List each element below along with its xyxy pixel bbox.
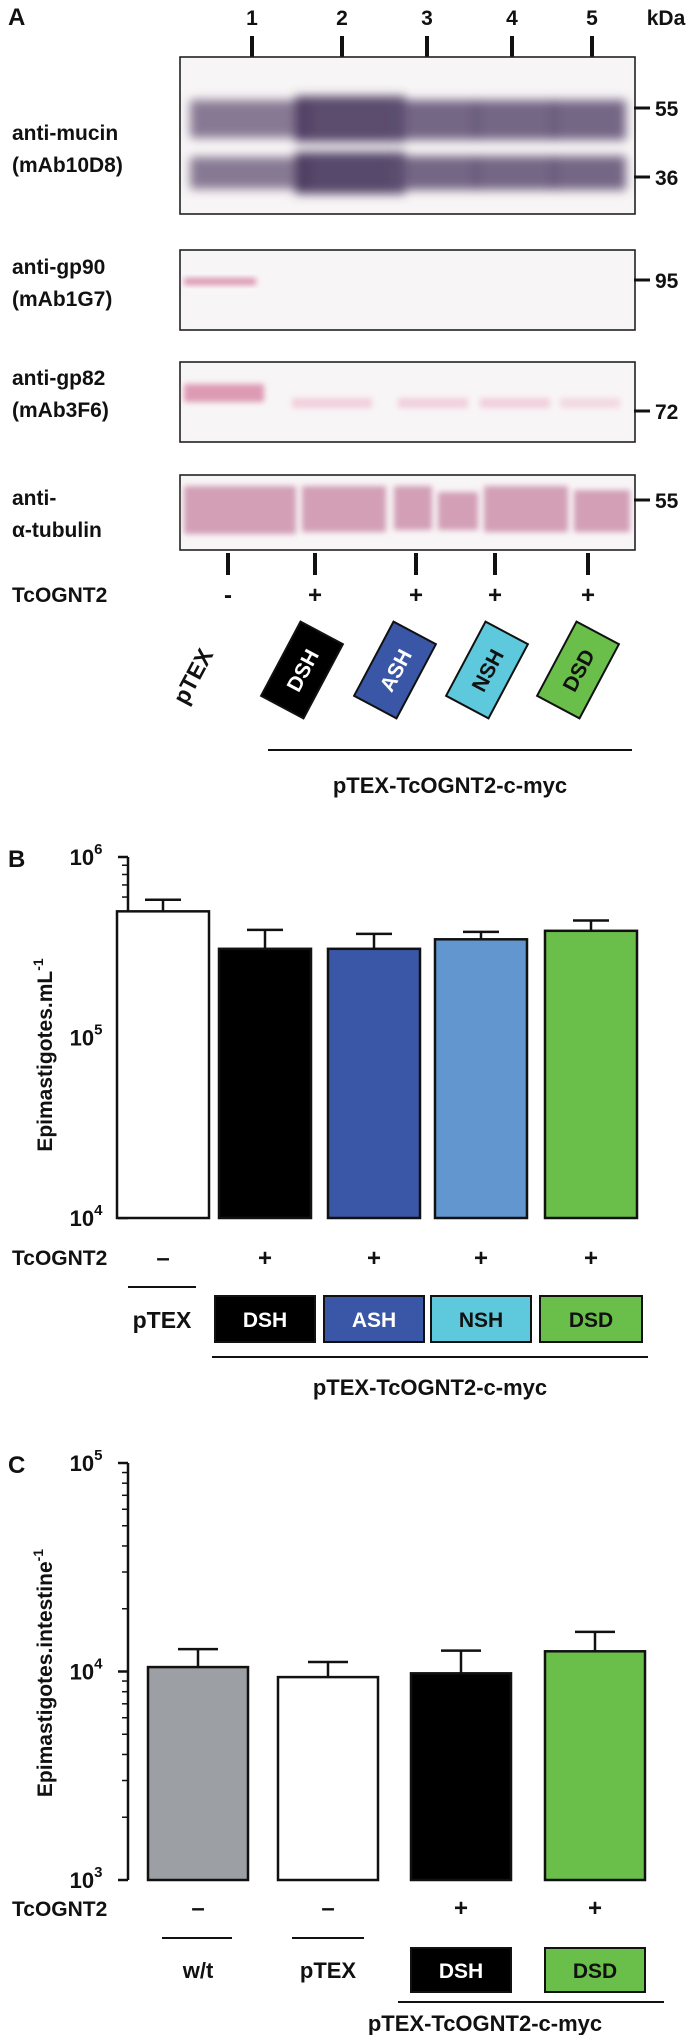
strain-c-ptex: pTEX — [300, 1958, 357, 1983]
strain-b-nsh: NSH — [459, 1309, 503, 1332]
y-tick-label: 104 — [70, 1202, 103, 1231]
chart-c-bars — [146, 1630, 647, 1882]
bar-DSD — [543, 929, 639, 1220]
lane-number-3: 3 — [421, 7, 433, 30]
strain-b-nsh-tag — [430, 1295, 532, 1343]
bar-pTEX — [276, 1675, 380, 1882]
sign-c-1: – — [191, 1895, 204, 1922]
bar-pTEX — [115, 910, 211, 1220]
strain-b-ash: ASH — [352, 1309, 396, 1332]
strain-a-ptex: pTEX — [168, 644, 219, 709]
blot-gp90 — [179, 249, 636, 331]
sign-b-1: – — [156, 1245, 169, 1272]
strain-b-dsd-tag — [539, 1295, 643, 1343]
kda-label: kDa — [647, 7, 686, 30]
sign-a-3: + — [409, 582, 423, 609]
strain-a-nsh-tag: NSH — [444, 620, 530, 720]
group-label-c: pTEX-TcOGNT2-c-myc — [368, 2011, 602, 2035]
sign-c-3: + — [454, 1895, 468, 1922]
marker-36-mucin: 36 — [655, 167, 678, 190]
strain-c-dsd-tag — [544, 1947, 646, 1993]
blot-tubulin-bands — [184, 486, 630, 534]
y-tick-label: 105 — [70, 1447, 103, 1476]
lane-ticks-top — [250, 36, 594, 58]
marker-55-tubulin: 55 — [655, 490, 679, 513]
panel-a: A 1 2 3 4 5 kDa anti-mucin (mAb10D8) — [8, 4, 686, 798]
blot-gp82-bands — [184, 384, 620, 408]
bar-NSH — [433, 938, 529, 1220]
group-label-a: pTEX-TcOGNT2-c-myc — [333, 773, 567, 798]
strain-c-dsh: DSH — [439, 1960, 483, 1983]
lane-number-4: 4 — [506, 7, 518, 30]
strain-a-ash-tag: ASH — [352, 620, 438, 720]
group-label-b: pTEX-TcOGNT2-c-myc — [313, 1375, 547, 1400]
strain-c-dsd: DSD — [573, 1960, 617, 1983]
sign-b-3: + — [367, 1245, 381, 1272]
panel-c-letter: C — [8, 1452, 25, 1479]
lane-number-5: 5 — [586, 7, 598, 30]
sign-b-4: + — [474, 1245, 488, 1272]
bar-DSH — [217, 947, 313, 1220]
panel-c-ylabel: Epimastigotes.intestine-1 — [30, 1549, 57, 1797]
strain-b-ash-tag — [323, 1295, 425, 1343]
blot-gp82-label-1: anti-gp82 — [12, 367, 105, 390]
y-tick-label: 105 — [70, 1022, 103, 1051]
lane-number-2: 2 — [336, 7, 348, 30]
tcognt2-label-c: TcOGNT2 — [12, 1898, 107, 1921]
sign-b-5: + — [584, 1245, 598, 1272]
blot-mucin-label-1: anti-mucin — [12, 122, 118, 145]
marker-95: 95 — [655, 270, 679, 293]
bar-DSD — [543, 1650, 647, 1882]
blot-gp90-label-1: anti-gp90 — [12, 256, 105, 279]
sign-c-4: + — [588, 1895, 602, 1922]
blot-gp82-label-2: (mAb3F6) — [12, 399, 109, 422]
tcognt2-label-a: TcOGNT2 — [12, 584, 107, 607]
lane-number-1: 1 — [246, 7, 258, 30]
sign-b-2: + — [258, 1245, 272, 1272]
panel-b-ylabel: Epimastigotes.mL-1 — [30, 958, 57, 1152]
blot-gp90-label-2: (mAb1G7) — [12, 288, 112, 311]
panel-a-letter: A — [8, 4, 25, 31]
panel-c: C Epimastigotes.intestine-1 103 104 105 Tc… — [8, 1447, 664, 2035]
lane-ticks-bottom — [226, 553, 590, 575]
strain-b-dsd: DSD — [569, 1309, 613, 1332]
sign-a-2: + — [308, 582, 322, 609]
panel-b-letter: B — [8, 846, 25, 873]
blot-tubulin-label-2: α-tubulin — [12, 519, 102, 542]
bar-w/t — [146, 1665, 250, 1882]
tcognt2-label-b: TcOGNT2 — [12, 1247, 107, 1270]
sign-a-1: - — [224, 582, 232, 609]
chart-c-axis: 103 104 105 — [70, 1447, 130, 1893]
panel-b: B Epimastigotes.mL-1 104 105 106 TcOGNT2 –… — [8, 841, 648, 1400]
marker-72: 72 — [655, 401, 678, 424]
strain-c-dsh-tag — [410, 1947, 512, 1993]
strain-a-dsh-tag: DSH — [259, 620, 345, 720]
sign-c-2: – — [321, 1895, 334, 1922]
strain-c-wt: w/t — [182, 1958, 214, 1983]
blot-mucin-label-2: (mAb10D8) — [12, 154, 123, 177]
blot-tubulin-label-1: anti- — [12, 487, 56, 510]
blot-mucin-bands — [190, 96, 626, 194]
y-tick-label: 104 — [70, 1656, 103, 1685]
sign-a-5: + — [581, 582, 595, 609]
bar-ASH — [326, 947, 422, 1220]
bar-DSH — [409, 1672, 513, 1882]
marker-55-mucin: 55 — [655, 98, 679, 121]
y-tick-label: 106 — [70, 841, 103, 870]
strain-b-ptex: pTEX — [133, 1307, 192, 1333]
strain-b-dsh-tag — [214, 1295, 316, 1343]
chart-b-bars — [115, 898, 639, 1220]
strain-a-dsd-tag: DSD — [535, 620, 621, 720]
y-tick-label: 103 — [70, 1864, 103, 1893]
blot-gp90-bands — [184, 278, 256, 285]
sign-a-4: + — [488, 582, 502, 609]
strain-b-dsh: DSH — [243, 1309, 287, 1332]
